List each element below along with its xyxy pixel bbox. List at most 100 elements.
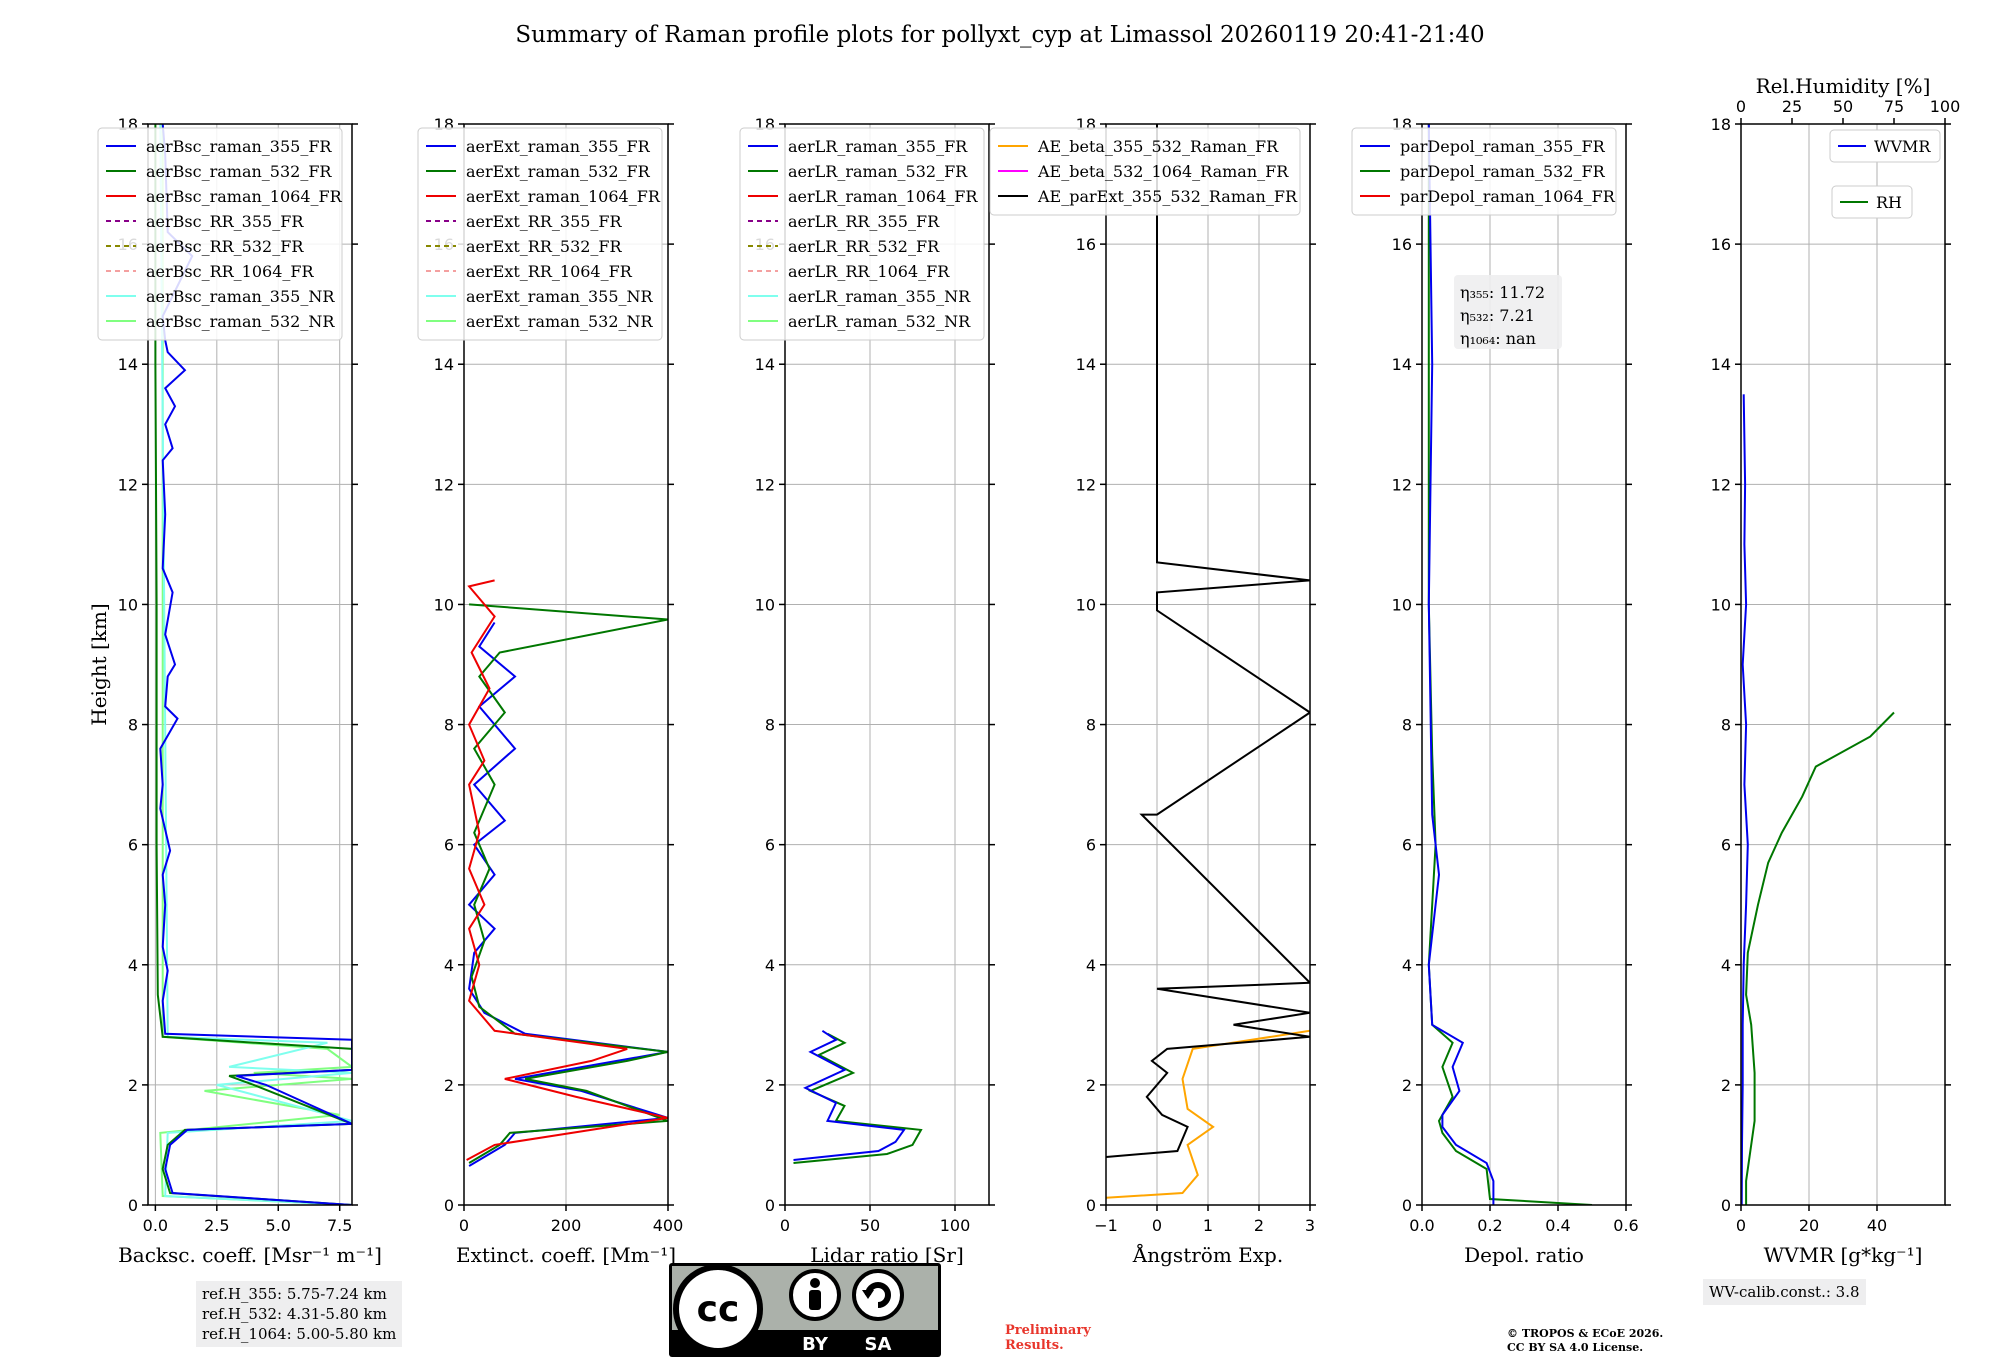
series-line-WVMR	[1741, 394, 1749, 1205]
legend-label: RH	[1876, 193, 1902, 212]
y-tick-label: 6	[444, 836, 454, 855]
y-tick-label: 6	[1402, 836, 1412, 855]
legend-label: aerExt_raman_355_NR	[466, 287, 654, 306]
legend-label: parDepol_raman_355_FR	[1400, 137, 1606, 156]
series-group	[154, 124, 352, 1205]
series-line-RH	[1745, 711, 1895, 1205]
x-tick-label: 3	[1305, 1216, 1315, 1235]
twin-x-tick-label: 100	[1930, 97, 1961, 116]
x-axis-label: Depol. ratio	[1464, 1243, 1584, 1267]
legend-label: aerExt_raman_532_FR	[466, 162, 651, 181]
legend-box	[1351, 127, 1617, 216]
y-tick-label: 2	[128, 1076, 138, 1095]
series-line-aerBsc_raman_355_FR	[159, 124, 352, 1205]
sa-label: SA	[865, 1334, 892, 1355]
refh-532: ref.H_532: 4.31-5.80 km	[202, 1305, 387, 1323]
cc-text: cc	[697, 1289, 740, 1330]
y-tick-label: 14	[1711, 355, 1731, 374]
legend-box	[739, 127, 985, 341]
y-tick-label: 8	[128, 716, 138, 735]
series-line-aerBsc_raman_532_NR	[159, 124, 352, 1205]
y-tick-label: 12	[1711, 475, 1731, 494]
y-tick-label: 10	[1711, 595, 1731, 614]
x-axis-label: Backsc. coeff. [Msr⁻¹ m⁻¹]	[118, 1243, 382, 1267]
y-tick-label: 10	[1392, 595, 1412, 614]
x-tick-label: 0.0	[1409, 1216, 1434, 1235]
axes-frame	[1740, 123, 1946, 1206]
y-tick-label: 4	[128, 956, 138, 975]
y-tick-label: 8	[1402, 716, 1412, 735]
y-tick-label: 10	[434, 595, 454, 614]
x-tick-label: 2	[1254, 1216, 1264, 1235]
y-tick-label: 0	[1402, 1196, 1412, 1215]
y-tick-label: 14	[434, 355, 454, 374]
y-tick-label: 12	[755, 475, 775, 494]
twin-x-axis-label: Rel.Humidity [%]	[1756, 74, 1931, 98]
y-tick-label: 0	[1086, 1196, 1096, 1215]
y-tick-label: 0	[1721, 1196, 1731, 1215]
series-line-aerLR_raman_355_FR	[793, 1029, 906, 1161]
twin-x-tick-label: 25	[1782, 97, 1802, 116]
panel-lidar_ratio: 024681012141618050100Lidar ratio [Sr]aer…	[739, 115, 995, 1267]
y-tick-label: 2	[1086, 1076, 1096, 1095]
y-tick-label: 4	[1402, 956, 1412, 975]
eta-label: η₅₃₂: 7.21	[1460, 306, 1535, 325]
y-tick-label: 12	[434, 475, 454, 494]
cc-by-sa-badge: cc BY SA	[669, 1263, 941, 1357]
x-tick-label: 7.5	[327, 1216, 352, 1235]
panel-extinction: 0246810121416180200400Extinct. coeff. [M…	[417, 115, 683, 1267]
legend-label: aerBsc_RR_1064_FR	[146, 262, 315, 281]
x-tick-label: 0	[459, 1216, 469, 1235]
x-tick-label: 1	[1203, 1216, 1213, 1235]
y-tick-label: 16	[1392, 235, 1412, 254]
copyright-line-2: CC BY SA 4.0 License.	[1507, 1341, 1644, 1354]
by-label: BY	[802, 1334, 829, 1355]
legend-label: aerBsc_raman_532_FR	[146, 162, 332, 181]
axes-frame	[784, 123, 990, 1206]
legend-label: AE_beta_355_532_Raman_FR	[1037, 137, 1279, 156]
copyright-line-1: © TROPOS & ECoE 2026.	[1507, 1327, 1664, 1340]
copyright-note: © TROPOS & ECoE 2026. CC BY SA 4.0 Licen…	[1507, 1327, 1663, 1355]
y-tick-label: 14	[1392, 355, 1412, 374]
x-tick-label: 0	[780, 1216, 790, 1235]
x-axis-label: Ångström Exp.	[1132, 1242, 1283, 1267]
cc-circle-icon	[673, 1264, 763, 1354]
series-line-AE_beta_355_532_Raman_FR	[1106, 1029, 1310, 1199]
x-axis-label: Extinct. coeff. [Mm⁻¹]	[456, 1243, 676, 1267]
twin-x-tick-label: 0	[1736, 97, 1746, 116]
series-group	[1106, 124, 1310, 1199]
legend-label: WVMR	[1874, 137, 1931, 156]
legend-box	[1829, 129, 1941, 163]
x-tick-label: 0.6	[1613, 1216, 1638, 1235]
series-line-AE_parExt_355_532_Raman_FR	[1106, 124, 1310, 1158]
series-group	[793, 1029, 923, 1164]
legend-label: aerLR_raman_532_NR	[788, 312, 971, 331]
y-tick-label: 2	[444, 1076, 454, 1095]
y-tick-label: 8	[444, 716, 454, 735]
legend-box	[97, 127, 343, 341]
legend-label: AE_parExt_355_532_Raman_FR	[1037, 187, 1298, 206]
series-group	[1741, 394, 1895, 1205]
preliminary-line-1: Preliminary	[1005, 1323, 1091, 1338]
legend-label: aerLR_raman_1064_FR	[788, 187, 978, 206]
series-line-aerExt_raman_532_FR	[468, 603, 668, 1164]
legend-label: parDepol_raman_532_FR	[1400, 162, 1606, 181]
panel-wvmr: 0 2 4 6 8 10 12 14 16 18 0 20 40 WVMR [g*kg⁻¹] 0 25 50 75…	[1711, 74, 1961, 1267]
y-tick-label: 16	[1076, 235, 1096, 254]
x-tick-label: 40	[1867, 1216, 1887, 1235]
x-tick-label: 100	[940, 1216, 971, 1235]
axes-frame	[147, 123, 353, 1206]
y-tick-label: 6	[1721, 836, 1731, 855]
twin-x-tick-label: 75	[1884, 97, 1904, 116]
series-line-aerExt_raman_1064_FR	[466, 579, 668, 1161]
legend-label: aerLR_RR_532_FR	[788, 237, 940, 256]
sa-share-icon	[852, 1269, 904, 1321]
legend-label: aerBsc_raman_1064_FR	[146, 187, 343, 206]
y-tick-label: 6	[1086, 836, 1096, 855]
y-tick-label: 12	[1392, 475, 1412, 494]
y-tick-label: 12	[118, 475, 138, 494]
y-tick-label: 12	[1076, 475, 1096, 494]
y-tick-label: 6	[128, 836, 138, 855]
